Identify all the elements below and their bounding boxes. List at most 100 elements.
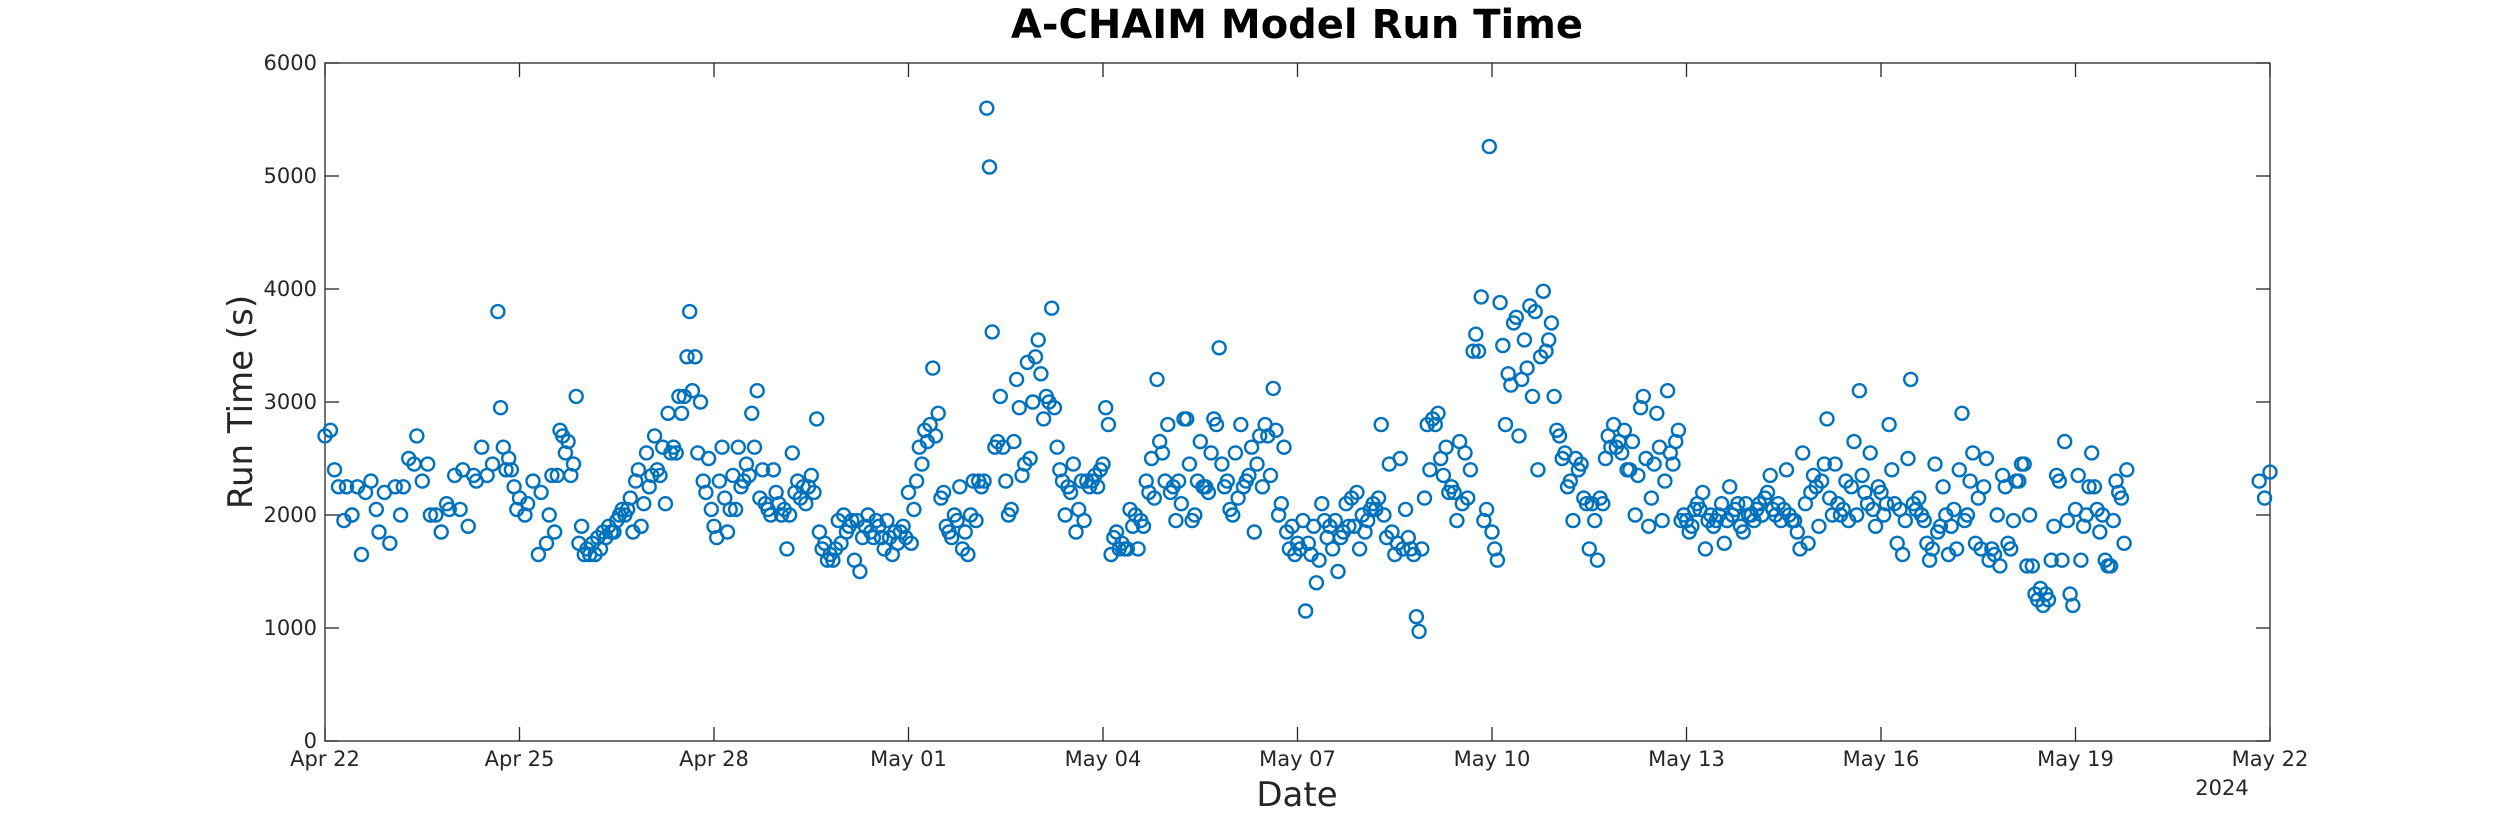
data-point xyxy=(960,546,976,563)
y-tick-label: 3000 xyxy=(264,390,317,414)
data-point xyxy=(1789,524,1806,540)
data-point xyxy=(322,422,339,438)
data-point xyxy=(1446,484,1462,501)
data-point xyxy=(930,405,946,421)
data-point xyxy=(1881,416,1897,433)
data-point xyxy=(1397,501,1414,518)
data-point xyxy=(1308,575,1325,591)
data-point xyxy=(1119,541,1136,557)
data-point xyxy=(671,388,687,405)
data-point xyxy=(1327,512,1344,529)
x-tick-label: May 01 xyxy=(870,747,947,771)
data-point xyxy=(684,383,701,399)
data-point xyxy=(765,462,782,478)
data-point xyxy=(622,490,638,506)
data-point xyxy=(2073,552,2089,568)
data-point xyxy=(546,524,563,540)
data-point xyxy=(1168,512,1184,529)
data-point xyxy=(660,405,676,421)
data-point xyxy=(1846,433,1862,450)
data-point xyxy=(976,473,992,489)
data-point xyxy=(1951,462,1968,478)
data-point xyxy=(1438,439,1454,455)
data-point xyxy=(1943,518,1959,534)
data-point xyxy=(484,456,501,472)
data-point xyxy=(1713,496,1730,512)
data-point xyxy=(703,501,719,518)
data-point xyxy=(2024,558,2041,574)
data-point xyxy=(1589,552,1606,568)
data-point xyxy=(679,349,695,365)
data-point xyxy=(1759,484,1776,501)
data-point xyxy=(1546,388,1562,405)
data-point xyxy=(949,512,965,529)
data-point xyxy=(687,349,703,365)
data-point xyxy=(533,484,549,501)
data-point xyxy=(525,473,541,489)
data-point xyxy=(1208,416,1225,433)
x-axis: Apr 22 Apr 25 Apr 28 May 01 May 04 May 07 May … xyxy=(290,63,2308,771)
data-point xyxy=(1025,394,1041,410)
data-point xyxy=(2119,462,2135,478)
data-point xyxy=(1975,479,1992,495)
x-tick-label: May 10 xyxy=(1454,747,1531,771)
data-point xyxy=(935,484,952,501)
data-point xyxy=(749,383,765,399)
data-point xyxy=(1043,300,1060,316)
data-point xyxy=(1276,439,1292,455)
x-tick-label: May 04 xyxy=(1065,747,1142,771)
data-point xyxy=(1297,603,1314,619)
data-point xyxy=(503,462,520,478)
data-point xyxy=(652,467,668,484)
data-point xyxy=(2070,467,2086,484)
data-point xyxy=(1030,332,1046,348)
y-tick-label: 6000 xyxy=(264,51,317,75)
data-point xyxy=(1511,428,1527,444)
data-point xyxy=(722,501,738,518)
data-point xyxy=(392,507,409,523)
data-point xyxy=(1192,433,1209,450)
data-point xyxy=(1457,445,1473,461)
data-point xyxy=(682,303,698,320)
data-point xyxy=(1819,411,1835,427)
data-point xyxy=(1948,541,1965,557)
data-point xyxy=(1916,512,1932,529)
data-point xyxy=(2011,473,2027,489)
data-point xyxy=(1519,360,1535,376)
data-point xyxy=(1008,371,1025,388)
data-point xyxy=(1794,445,1811,461)
data-point xyxy=(2005,512,2022,529)
data-point xyxy=(1265,380,1281,397)
data-point xyxy=(1076,512,1092,529)
data-point xyxy=(700,450,717,467)
data-point xyxy=(944,529,960,546)
data-point xyxy=(1062,484,1079,501)
data-point xyxy=(1508,309,1525,325)
data-point xyxy=(1351,541,1368,557)
data-point xyxy=(1224,507,1241,523)
data-point xyxy=(1630,467,1646,484)
data-point xyxy=(1665,456,1681,472)
data-point xyxy=(1540,332,1557,348)
data-point xyxy=(492,400,509,416)
data-point xyxy=(414,473,430,489)
data-point xyxy=(1492,294,1508,311)
data-point xyxy=(1843,479,1860,495)
data-point xyxy=(1314,496,1330,512)
data-point xyxy=(1268,422,1284,438)
data-point xyxy=(1578,496,1595,512)
data-points xyxy=(317,100,2278,640)
data-point xyxy=(1530,462,1546,478)
data-point xyxy=(387,479,403,495)
data-point xyxy=(698,484,714,501)
data-point xyxy=(1684,518,1700,534)
data-point xyxy=(1962,473,1978,489)
data-point xyxy=(2065,597,2081,614)
data-point xyxy=(1470,343,1487,359)
data-point xyxy=(1851,383,1868,399)
data-point xyxy=(2262,464,2278,480)
data-point xyxy=(1219,473,1236,489)
data-point xyxy=(460,518,476,534)
data-point xyxy=(1057,507,1073,523)
